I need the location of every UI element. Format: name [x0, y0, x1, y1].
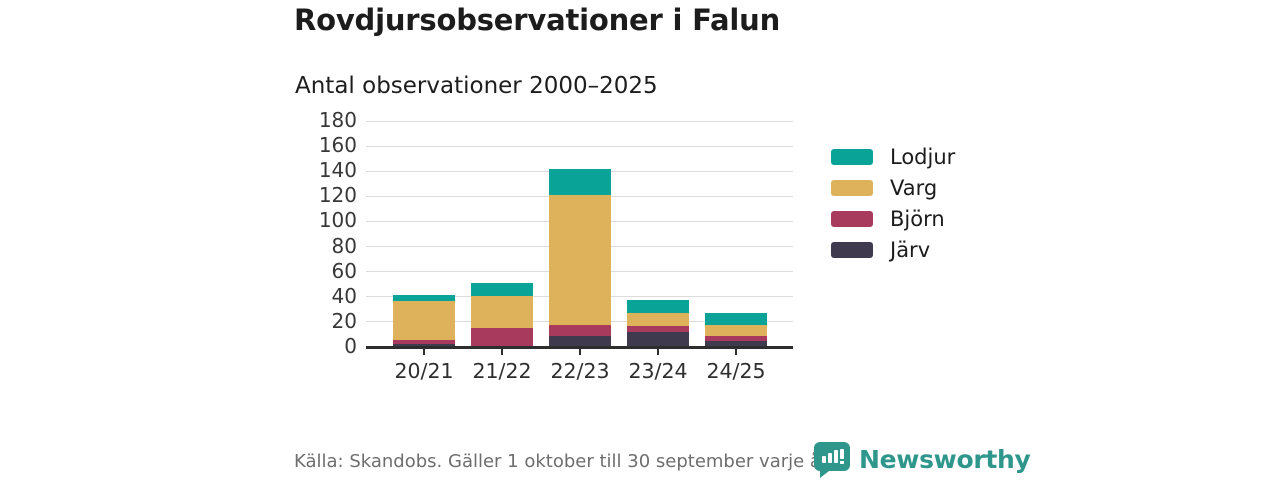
x-tick-label-23/24: 23/24: [628, 359, 688, 383]
legend-label-Lodjur: Lodjur: [890, 144, 956, 169]
legend-item-Varg: Varg: [831, 172, 955, 203]
legend-item-Björn: Björn: [831, 203, 955, 234]
chart-subtitle: Antal observationer 2000–2025: [295, 73, 658, 99]
x-tick-24/25: [735, 348, 737, 355]
x-tick-label-22/23: 22/23: [550, 359, 610, 383]
bar-segment-Lodjur-24/25: [705, 313, 767, 325]
chart-title: Rovdjursobservationer i Falun: [294, 3, 781, 37]
newsworthy-logo-icon: [814, 442, 850, 478]
bar-segment-Järv-24/25: [705, 340, 767, 346]
legend-label-Varg: Varg: [890, 175, 938, 200]
bar-segment-Järv-23/24: [627, 332, 689, 346]
bar-segment-Björn-24/25: [705, 335, 767, 341]
y-tick-label-60: 60: [331, 258, 357, 283]
bar-segment-Varg-20/21: [393, 300, 455, 340]
newsworthy-brand: Newsworthy: [813, 441, 1031, 478]
x-tick-22/23: [579, 348, 581, 355]
y-tick-label-140: 140: [318, 158, 357, 183]
bar-segment-Björn-21/22: [471, 328, 533, 346]
legend-swatch-Järv: [831, 241, 873, 258]
legend-item-Lodjur: Lodjur: [831, 141, 955, 172]
bar-segment-Lodjur-22/23: [549, 168, 611, 196]
stacked-bar-22/23: [549, 168, 611, 346]
y-tick-label-100: 100: [318, 208, 357, 233]
legend-item-Järv: Järv: [831, 234, 955, 265]
stacked-bar-24/25: [705, 313, 767, 346]
x-tick-label-24/25: 24/25: [706, 359, 766, 383]
stacked-bar-23/24: [627, 299, 689, 346]
newsworthy-brand-text: Newsworthy: [859, 445, 1031, 474]
gridline-160: [366, 145, 793, 147]
bar-segment-Lodjur-21/22: [471, 283, 533, 296]
stacked-bar-20/21: [393, 294, 455, 346]
x-axis-line: [366, 346, 793, 349]
bar-segment-Järv-22/23: [549, 335, 611, 346]
y-tick-label-180: 180: [318, 108, 357, 132]
legend: Lodjur Varg Björn Järv: [831, 141, 955, 265]
bar-segment-Lodjur-20/21: [393, 294, 455, 301]
legend-swatch-Varg: [831, 179, 873, 196]
bar-segment-Björn-20/21: [393, 339, 455, 344]
legend-swatch-Lodjur: [831, 148, 873, 165]
bar-segment-Björn-23/24: [627, 325, 689, 333]
y-tick-label-40: 40: [331, 283, 357, 308]
bar-segment-Varg-23/24: [627, 313, 689, 326]
y-tick-label-160: 160: [318, 133, 357, 158]
gridline-180: [366, 120, 793, 122]
bar-segment-Lodjur-23/24: [627, 299, 689, 314]
stacked-bar-21/22: [471, 283, 533, 346]
y-tick-label-0: 0: [344, 334, 357, 358]
source-note: Källa: Skandobs. Gäller 1 oktober till 3…: [294, 451, 833, 472]
bar-segment-Varg-22/23: [549, 195, 611, 325]
x-tick-20/21: [423, 348, 425, 355]
y-tick-label-80: 80: [331, 233, 357, 258]
y-tick-label-20: 20: [331, 308, 357, 333]
x-tick-label-21/22: 21/22: [472, 359, 532, 383]
legend-swatch-Björn: [831, 210, 873, 227]
bar-segment-Björn-22/23: [549, 324, 611, 336]
x-tick-23/24: [657, 348, 659, 355]
y-tick-label-120: 120: [318, 183, 357, 208]
legend-label-Järv: Järv: [890, 237, 931, 262]
bar-segment-Järv-20/21: [393, 343, 455, 346]
x-tick-label-20/21: 20/21: [394, 359, 454, 383]
x-tick-21/22: [501, 348, 503, 355]
legend-label-Björn: Björn: [890, 206, 945, 231]
bar-segment-Varg-24/25: [705, 324, 767, 336]
plot-area: 0 20 40 60 80 100 120 140 160 180 20/21 21/22 22/23…: [319, 110, 793, 383]
bar-segment-Varg-21/22: [471, 295, 533, 329]
